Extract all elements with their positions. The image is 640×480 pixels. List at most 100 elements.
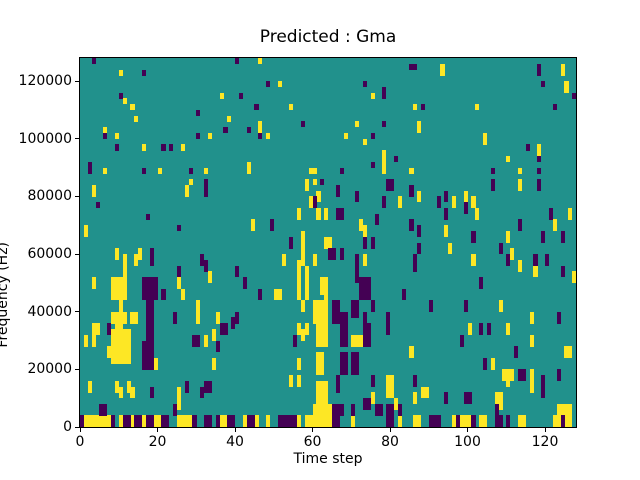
heatmap-cell bbox=[517, 219, 523, 232]
heatmap-cell bbox=[537, 167, 542, 174]
heatmap-cell bbox=[297, 323, 302, 336]
y-tick-label: 40000 bbox=[27, 303, 72, 320]
heatmap-cell bbox=[161, 288, 166, 301]
tick-mark bbox=[234, 428, 236, 432]
heatmap-cell bbox=[560, 265, 565, 278]
heatmap-cell bbox=[196, 109, 201, 116]
heatmap-cell bbox=[362, 398, 371, 410]
heatmap-cell bbox=[103, 167, 108, 174]
heatmap-cell bbox=[277, 81, 282, 88]
heatmap-cell bbox=[242, 415, 247, 427]
heatmap-cell bbox=[107, 346, 112, 359]
heatmap-cell bbox=[103, 132, 108, 139]
heatmap-cell bbox=[153, 415, 162, 427]
heatmap-cell bbox=[506, 254, 511, 266]
heatmap-cell bbox=[246, 415, 255, 427]
heatmap-cell bbox=[316, 352, 325, 376]
tick-mark bbox=[467, 428, 468, 432]
heatmap-cell bbox=[525, 144, 530, 151]
heatmap-cell bbox=[130, 311, 139, 324]
heatmap-cell bbox=[114, 380, 120, 393]
heatmap-cell bbox=[118, 69, 123, 76]
heatmap-cell bbox=[107, 323, 112, 336]
y-tick-label: 100000 bbox=[18, 130, 72, 147]
heatmap-cell bbox=[111, 311, 127, 324]
heatmap-cell bbox=[266, 132, 271, 139]
heatmap-cell bbox=[304, 415, 333, 427]
heatmap-cell bbox=[308, 167, 313, 174]
heatmap-cell bbox=[494, 392, 503, 410]
heatmap-cell bbox=[142, 144, 147, 151]
heatmap-cell bbox=[176, 265, 182, 278]
heatmap-cell bbox=[118, 415, 123, 427]
heatmap-cell bbox=[266, 81, 271, 88]
heatmap-cell bbox=[266, 415, 271, 427]
heatmap-cell bbox=[196, 132, 201, 139]
heatmap-cell bbox=[297, 375, 302, 387]
heatmap-cell bbox=[173, 403, 178, 416]
heatmap-cell bbox=[297, 259, 302, 301]
heatmap-cell bbox=[386, 179, 395, 191]
heatmap-cell bbox=[103, 127, 108, 134]
heatmap-cell bbox=[316, 207, 321, 220]
heatmap-cell bbox=[138, 248, 143, 261]
heatmap-cell bbox=[362, 236, 368, 249]
heatmap-cell bbox=[331, 415, 340, 427]
heatmap-cell bbox=[479, 277, 484, 289]
heatmap-cell bbox=[506, 156, 511, 163]
heatmap-cell bbox=[258, 121, 263, 139]
heatmap-cell bbox=[312, 300, 317, 324]
heatmap-cell bbox=[211, 328, 216, 341]
heatmap-cell bbox=[552, 104, 557, 111]
heatmap-cell bbox=[200, 254, 205, 266]
heatmap-cell bbox=[510, 248, 515, 261]
heatmap-cell bbox=[339, 248, 344, 261]
heatmap-cell bbox=[142, 340, 154, 370]
heatmap-cell bbox=[463, 202, 468, 214]
heatmap-cell bbox=[157, 167, 162, 174]
heatmap-cell bbox=[393, 398, 399, 410]
heatmap-cell bbox=[223, 127, 228, 134]
x-axis-label: Time step bbox=[293, 451, 363, 467]
heatmap-cell bbox=[421, 104, 426, 111]
heatmap-cell bbox=[401, 288, 406, 301]
heatmap-cell bbox=[494, 415, 503, 427]
heatmap-cell bbox=[362, 323, 371, 347]
heatmap-cell bbox=[250, 219, 255, 232]
heatmap-cell bbox=[483, 357, 488, 370]
heatmap-cell bbox=[289, 104, 294, 111]
heatmap-cell bbox=[529, 369, 534, 382]
heatmap-cell bbox=[134, 415, 143, 427]
heatmap-cell bbox=[219, 415, 228, 427]
heatmap-cell bbox=[95, 202, 100, 209]
heatmap-cell bbox=[541, 230, 546, 243]
heatmap-cell bbox=[200, 386, 205, 399]
heatmap-cell bbox=[556, 311, 561, 324]
heatmap-cell bbox=[428, 415, 441, 427]
heatmap-cell bbox=[386, 415, 395, 427]
y-axis-label-text: Frequency (Hz) bbox=[0, 241, 11, 348]
heatmap-cell bbox=[188, 179, 193, 186]
heatmap-cell bbox=[529, 311, 534, 324]
heatmap-cell bbox=[246, 161, 251, 174]
heatmap-cell bbox=[111, 328, 131, 341]
heatmap-cell bbox=[196, 311, 201, 324]
x-tick-label: 40 bbox=[226, 434, 244, 450]
heatmap-cell bbox=[370, 92, 375, 99]
heatmap-cell bbox=[111, 340, 131, 364]
heatmap-cell bbox=[362, 254, 368, 266]
x-tick-label: 60 bbox=[303, 434, 322, 450]
heatmap-cell bbox=[134, 254, 139, 266]
heatmap-cell bbox=[91, 323, 100, 336]
heatmap-cell bbox=[204, 415, 213, 427]
heatmap-cell bbox=[192, 334, 201, 347]
heatmap-cell bbox=[118, 92, 123, 99]
heatmap-cell bbox=[517, 369, 526, 382]
heatmap-cell bbox=[351, 403, 356, 416]
heatmap-cell bbox=[219, 92, 224, 99]
heatmap-cell bbox=[83, 334, 89, 347]
heatmap-cell bbox=[382, 196, 387, 209]
heatmap-cell bbox=[192, 415, 197, 427]
heatmap-cell bbox=[479, 323, 484, 336]
heatmap-cell bbox=[506, 323, 511, 336]
